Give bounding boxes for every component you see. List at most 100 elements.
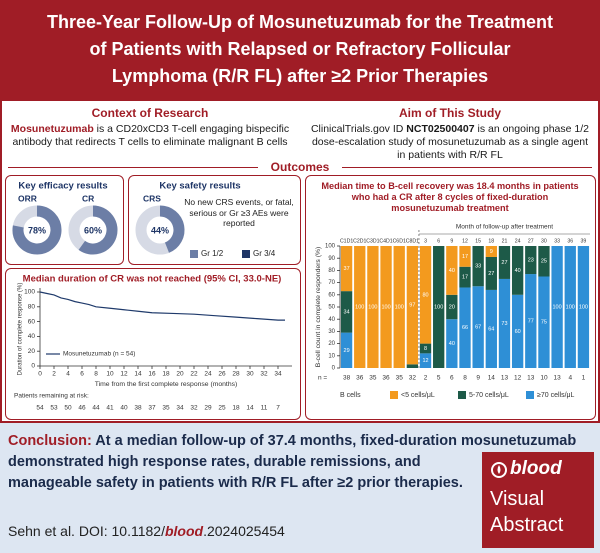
legend-label: Gr 3/4 <box>253 249 276 258</box>
bar-segment <box>419 246 432 344</box>
x-tick-label: 6 <box>80 371 84 378</box>
n-value: 36 <box>382 375 390 382</box>
conclusion-text: At a median follow-up of 37.4 months, fi… <box>8 433 577 491</box>
bar-value-label: 97 <box>409 303 415 309</box>
bar-value-label: 29 <box>344 348 350 354</box>
x-tick-label: 9 <box>450 238 453 244</box>
trial-id: NCT02500407 <box>406 123 475 135</box>
y-tick-label: 30 <box>328 329 335 335</box>
x-tick-label: 39 <box>581 238 587 244</box>
context: Context of Research Mosunetuzumab is a C… <box>8 107 292 149</box>
legend-swatch <box>458 391 466 399</box>
bar-segment <box>419 343 432 354</box>
charts: Key efficacy results 78% ORR 60% CR Key safet… <box>12 181 590 412</box>
donut-value: 78% <box>28 225 46 235</box>
x-tick-label: 18 <box>162 371 170 378</box>
legend-title: B cells <box>340 392 361 399</box>
bar-value-label: 75 <box>541 320 547 326</box>
aim-text: is an ongoing phase 1/2 dose-escalation … <box>311 123 590 161</box>
x-tick-label: C2D1 <box>353 238 366 244</box>
bar-value-label: 80 <box>422 292 428 298</box>
bar-value-label: 64 <box>488 326 494 332</box>
donut-category: CRS <box>143 193 161 203</box>
bar-value-label: 100 <box>553 304 562 310</box>
km-curve <box>39 291 285 321</box>
x-tick-label: 27 <box>528 238 534 244</box>
top-label: Month of follow-up after treatment <box>456 224 553 231</box>
bar-segment <box>433 246 445 368</box>
legend-label: 5-70 cells/μL <box>469 392 509 399</box>
bar-value-label: 17 <box>462 275 468 281</box>
y-tick-label: 50 <box>328 305 335 311</box>
x-tick-label: 30 <box>541 238 547 244</box>
x-tick-label: 12 <box>462 238 468 244</box>
bar-value-label: 100 <box>434 304 443 310</box>
at-risk-value: 18 <box>232 405 240 412</box>
x-tick-label: 33 <box>554 238 560 244</box>
bar-value-label: 17 <box>462 254 468 260</box>
citation: Sehn et al. DOI: 10.1182/blood.202402545… <box>8 523 285 539</box>
context-text: is a CD20xCD3 T-cell engaging bispecific… <box>12 123 290 148</box>
bar-segment <box>446 294 458 320</box>
n-value: 1 <box>582 375 586 382</box>
bar-segment <box>511 246 524 295</box>
legend-label: ≥70 cells/μL <box>537 392 575 399</box>
bar-segment <box>472 246 484 287</box>
bar-value-label: 23 <box>528 257 534 263</box>
km-box <box>5 268 301 420</box>
x-tick-label: 8 <box>94 371 98 378</box>
x-tick-label: C8D1 <box>406 238 419 244</box>
bar-value-label: 34 <box>344 309 350 315</box>
x-tick-label: 28 <box>232 371 240 378</box>
bar-value-label: 100 <box>566 304 575 310</box>
y-tick-label: 60 <box>328 292 335 298</box>
donut-category: CR <box>82 193 94 203</box>
x-tick-label: C1D1 <box>340 238 353 244</box>
x-tick-label: 30 <box>246 371 254 378</box>
bar-value-label: 40 <box>449 341 455 347</box>
bar-segment <box>459 266 471 288</box>
y-tick-label: 90 <box>328 256 335 262</box>
bcell-title: Median time to B-cell recovery was 18.4 … <box>310 181 590 214</box>
bar-segment <box>367 246 379 368</box>
n-value: 13 <box>553 375 561 382</box>
logo-text: Visual <box>490 488 545 510</box>
x-tick-label: 36 <box>567 238 573 244</box>
legend-label: Mosunetuzumab (n = 54) <box>63 351 135 358</box>
legend-swatch <box>390 391 398 399</box>
legend-label: <5 cells/μL <box>401 392 435 399</box>
n-value: 14 <box>488 375 496 382</box>
bar-segment <box>459 287 471 368</box>
x-tick-label: 24 <box>204 371 212 378</box>
x-tick-label: 18 <box>488 238 494 244</box>
donut-value: 60% <box>84 225 102 235</box>
bar-segment <box>538 246 550 277</box>
n-value: 13 <box>501 375 509 382</box>
bar-segment <box>340 246 353 292</box>
legend-swatch <box>526 391 534 399</box>
drug-name: Mosunetuzumab <box>10 123 94 135</box>
at-risk-value: 44 <box>92 405 100 412</box>
n-value: 10 <box>540 375 548 382</box>
at-risk-value: 37 <box>148 405 156 412</box>
bar-value-label: 67 <box>475 325 481 331</box>
bar-value-label: 9 <box>490 249 493 255</box>
n-value: 2 <box>424 375 428 382</box>
at-risk-value: 41 <box>106 405 114 412</box>
donut-arc <box>12 205 62 255</box>
bar-value-label: 66 <box>462 325 468 331</box>
y-tick-label: 20 <box>328 341 335 347</box>
y-tick-label: 0 <box>31 363 35 370</box>
frame <box>0 101 600 423</box>
bar-value-label: 60 <box>515 329 521 335</box>
y-tick-label: 100 <box>24 289 35 296</box>
at-risk-value: 50 <box>64 405 72 412</box>
bar-segment <box>525 246 537 275</box>
bar-value-label: 40 <box>449 268 455 274</box>
x-tick-label: 20 <box>176 371 184 378</box>
at-risk-value: 14 <box>246 405 254 412</box>
x-tick-label: 12 <box>120 371 128 378</box>
x-tick-label: C3D1 <box>366 238 379 244</box>
aim-heading: Aim of This Study <box>399 106 501 120</box>
x-tick-label: 0 <box>38 371 42 378</box>
